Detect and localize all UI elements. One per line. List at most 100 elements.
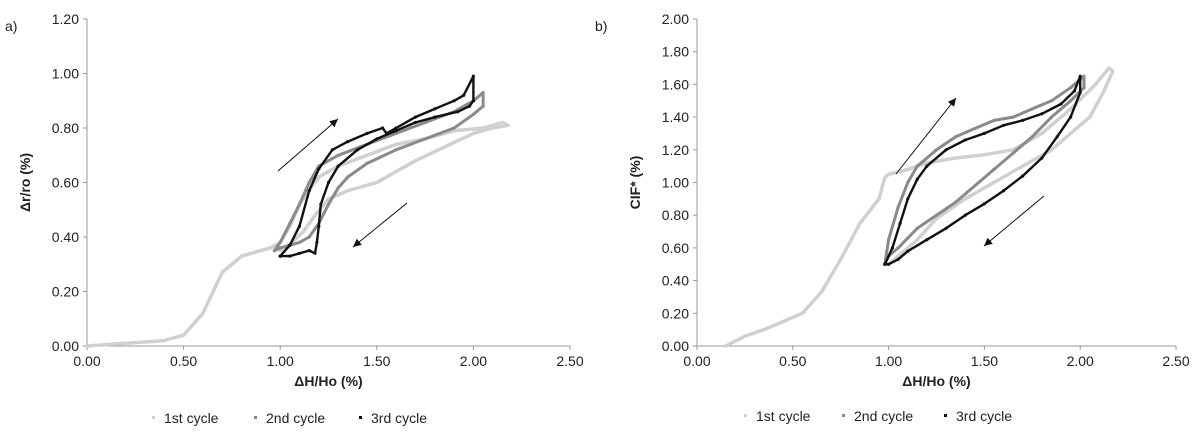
data-point xyxy=(375,137,379,141)
y-tick-label: 1.00 xyxy=(662,175,689,191)
x-tick-label: 2.00 xyxy=(1067,353,1094,369)
data-point xyxy=(925,238,929,242)
data-point xyxy=(944,226,948,230)
data-point xyxy=(1093,82,1098,86)
y-tick-label: 2.00 xyxy=(662,11,689,27)
data-point xyxy=(973,184,977,188)
data-point xyxy=(934,213,939,217)
data-point xyxy=(915,238,919,242)
legend-marker-2 xyxy=(842,414,845,417)
data-point xyxy=(506,123,510,127)
data-point xyxy=(1040,156,1044,160)
data-point xyxy=(423,137,427,141)
data-point xyxy=(313,213,317,217)
data-point xyxy=(201,311,205,315)
data-point xyxy=(313,251,317,255)
legend-label-2: 2nd cycle xyxy=(854,408,913,424)
data-point xyxy=(925,164,929,168)
y-tick-label: 0.40 xyxy=(662,273,689,289)
data-point xyxy=(1040,131,1044,135)
data-point xyxy=(467,104,472,108)
y-tick-label: 0.80 xyxy=(662,207,689,223)
data-point xyxy=(925,161,929,165)
data-point xyxy=(944,148,948,152)
data-point xyxy=(887,172,891,176)
data-point xyxy=(268,246,273,250)
y-tick-label: 1.00 xyxy=(52,66,79,82)
data-point xyxy=(890,246,895,250)
data-point xyxy=(278,240,282,244)
x-tick-label: 0.50 xyxy=(170,353,197,369)
data-point xyxy=(1101,91,1105,95)
loading-arrow xyxy=(895,97,957,175)
legend-label-3: 3rd cycle xyxy=(371,410,427,426)
data-point xyxy=(906,180,910,185)
data-point xyxy=(954,200,958,204)
data-point xyxy=(1078,91,1082,95)
arrow-head-icon xyxy=(329,119,338,128)
data-point xyxy=(481,126,485,130)
data-point xyxy=(906,197,910,201)
data-point xyxy=(1021,118,1025,122)
series-line-2 xyxy=(883,74,1086,266)
data-point xyxy=(301,230,305,234)
data-point xyxy=(471,99,475,103)
y-tick-label: 1.20 xyxy=(662,142,689,158)
data-point xyxy=(992,118,996,122)
data-point xyxy=(471,131,475,135)
legend-marker-1 xyxy=(744,414,747,417)
data-point xyxy=(973,126,977,131)
unloading-arrow xyxy=(352,202,408,248)
data-point xyxy=(1069,99,1073,103)
x-tick-label: 2.00 xyxy=(460,353,487,369)
data-point xyxy=(272,249,276,253)
data-point xyxy=(365,161,369,165)
y-axis-label: CIF* (%) xyxy=(627,156,643,210)
y-tick-label: 0.60 xyxy=(662,240,689,256)
data-point xyxy=(307,249,311,253)
data-point xyxy=(365,153,369,157)
data-point xyxy=(433,115,437,119)
arrow-head-icon xyxy=(984,237,993,246)
data-point xyxy=(982,131,987,135)
x-tick-label: 0.50 xyxy=(779,353,806,369)
legend-label-2: 2nd cycle xyxy=(266,410,325,426)
data-point xyxy=(1049,148,1054,152)
data-point xyxy=(220,270,224,274)
data-point xyxy=(982,202,987,206)
data-point xyxy=(375,180,379,185)
data-point xyxy=(1078,74,1082,78)
data-point xyxy=(1002,189,1006,193)
data-point xyxy=(1021,174,1025,178)
data-point xyxy=(896,246,900,250)
data-point xyxy=(1069,86,1073,90)
data-point xyxy=(954,156,958,160)
data-point xyxy=(883,176,887,180)
legend-marker-3 xyxy=(944,414,947,417)
data-point xyxy=(317,224,321,228)
data-point xyxy=(326,180,331,185)
panel-label: a) xyxy=(5,18,17,34)
data-point xyxy=(336,186,340,190)
data-point xyxy=(307,189,311,193)
legend-marker-2 xyxy=(254,416,257,419)
y-tick-label: 1.80 xyxy=(662,44,689,60)
arrow-head-icon xyxy=(353,238,362,247)
y-tick-label: 0.00 xyxy=(52,338,79,354)
data-point xyxy=(1049,115,1054,119)
loading-arrow xyxy=(277,118,339,172)
series-line-3 xyxy=(279,74,475,258)
data-point xyxy=(800,311,805,315)
data-point xyxy=(336,164,340,168)
data-point xyxy=(992,167,996,171)
data-point xyxy=(384,131,389,135)
data-point xyxy=(336,153,340,157)
data-point xyxy=(394,131,398,135)
data-point xyxy=(1030,135,1034,139)
data-point xyxy=(278,246,282,250)
data-point xyxy=(839,257,843,261)
data-point xyxy=(355,148,360,152)
data-point xyxy=(307,235,311,239)
